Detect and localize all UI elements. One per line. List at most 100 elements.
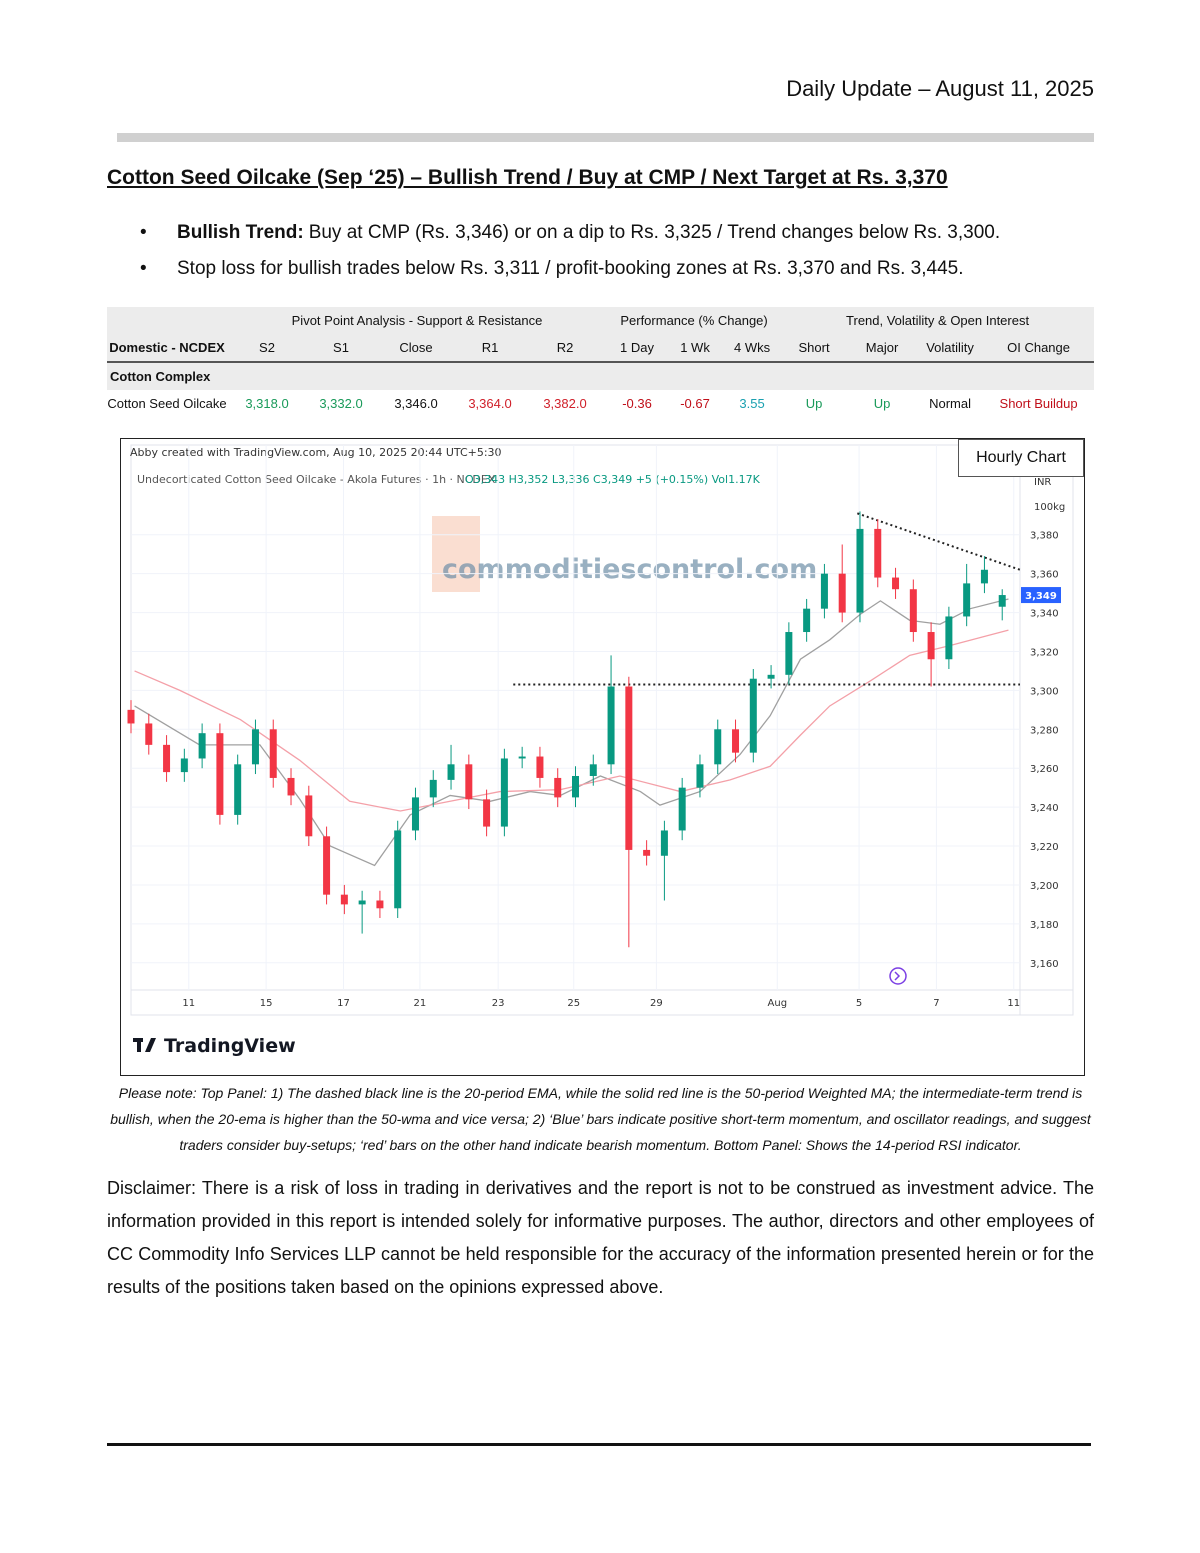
candle-body: [180, 758, 188, 773]
candle-body: [820, 573, 828, 609]
cell: Up: [873, 396, 891, 411]
candle-body: [803, 608, 811, 633]
x-tick-label: 11: [1007, 998, 1020, 1009]
price-chart: Abby created with TradingView.com, Aug 1…: [120, 438, 1085, 1076]
x-tick-label: 29: [650, 998, 663, 1009]
candle-body: [163, 744, 171, 773]
header-row: Domestic - NCDEX S2 S1 Close R1 R2 1 Day 1 Wk 4 …: [107, 334, 1095, 363]
column-header: R2: [523, 334, 608, 363]
cell: -0.36: [622, 396, 652, 411]
candle-body: [838, 573, 846, 613]
y-tick-label: 3,160: [1030, 959, 1059, 970]
candle-body: [305, 795, 313, 837]
cell: 3,332.0: [319, 396, 363, 411]
y-tick-label: 3,300: [1030, 686, 1059, 697]
moving-average: [134, 629, 1009, 812]
bullet-text: Stop loss for bullish trades below Rs. 3…: [177, 258, 964, 279]
cell: Short Buildup: [999, 396, 1078, 411]
candle-body: [607, 686, 615, 765]
column-header: Domestic - NCDEX: [107, 334, 227, 363]
column-header: Volatility: [917, 334, 984, 363]
candle-body: [483, 799, 491, 827]
column-header: Major: [847, 334, 918, 363]
ohlc-legend: O3,343 H3,352 L3,336 C3,349 +5 (+0.15%) …: [465, 473, 761, 486]
pivot-table: Pivot Point Analysis - Support & Resista…: [107, 307, 1095, 417]
candle-body: [980, 569, 988, 584]
candle-body: [500, 758, 508, 827]
cell: Cotton Seed Oilcake: [107, 396, 227, 411]
credit: Abby created with TradingView.com, Aug 1…: [130, 446, 502, 459]
y-tick-label: 3,240: [1030, 803, 1059, 814]
unit: 100kg: [1034, 502, 1065, 513]
y-tick-label: 3,180: [1030, 920, 1059, 931]
candle-body: [643, 849, 651, 856]
disclaimer: Disclaimer: There is a risk of loss in t…: [107, 1178, 1094, 1297]
candle-body: [732, 729, 740, 753]
y-tick-label: 3,340: [1030, 609, 1059, 620]
x-tick-label: 5: [856, 998, 862, 1009]
watermark-logo: [432, 516, 480, 592]
symbol: Undecorticated Cotton Seed Oilcake - Ako…: [137, 473, 496, 486]
footer-rule: [107, 1443, 1091, 1446]
candle-body: [127, 709, 135, 724]
y-tick-label: 3,200: [1030, 881, 1059, 892]
column-header: Short: [781, 334, 848, 363]
y-tick-label: 3,320: [1030, 647, 1059, 658]
currency: INR: [1034, 477, 1051, 488]
candle-body: [251, 729, 259, 765]
candle-body: [447, 764, 455, 780]
y-tick-label: 3,360: [1030, 570, 1059, 581]
header-bar: [117, 133, 1094, 142]
x-tick-label: Aug: [768, 998, 788, 1009]
data-row: Cotton Seed Oilcake 3,318.0 3,332.0 3,346.0…: [107, 390, 1094, 417]
cell: -0.67: [680, 396, 710, 411]
chart-note: Please note: Top Panel: 1) The dashed bl…: [110, 1085, 1091, 1153]
candle-body: [323, 836, 331, 895]
x-tick-label: 25: [567, 998, 580, 1009]
dotted-line: [856, 512, 1021, 571]
bullet-text: Buy at CMP (Rs. 3,346) or on a dip to Rs…: [308, 222, 1001, 243]
candle-body: [767, 674, 775, 679]
candle-body: [518, 756, 526, 759]
cell: 3,364.0: [468, 396, 512, 411]
report-title: Cotton Seed Oilcake (Sep ‘25) – Bullish …: [107, 166, 948, 189]
tradingview-logo: [133, 1038, 156, 1052]
candle-body: [394, 830, 402, 909]
group-header: Performance (% Change): [607, 307, 782, 334]
x-tick-label: 21: [414, 998, 427, 1009]
candle-body: [572, 775, 579, 798]
y-tick-label: 3,280: [1030, 725, 1059, 736]
group-header: Pivot Point Analysis - Support & Resista…: [227, 307, 608, 334]
candle-body: [892, 577, 900, 590]
column-header: 1 Wk: [667, 334, 724, 363]
candle-body: [554, 777, 562, 798]
column-header: Close: [375, 334, 457, 363]
moving-average: [134, 598, 1009, 867]
group-header-row: Pivot Point Analysis - Support & Resista…: [107, 307, 1095, 334]
x-tick-label: 7: [933, 998, 939, 1009]
candle-body: [749, 678, 757, 753]
candle-body: [340, 894, 348, 905]
candle-body: [714, 729, 722, 765]
candle-body: [589, 764, 597, 776]
column-header: R1: [457, 334, 523, 363]
candle-body: [963, 583, 971, 617]
column-header: OI Change: [983, 334, 1095, 363]
section-label: Cotton Complex: [107, 362, 1095, 390]
brand: TradingView: [164, 1035, 296, 1057]
cell: [107, 307, 227, 334]
y-tick-label: 3,260: [1030, 764, 1059, 775]
candle-body: [234, 764, 242, 815]
x-tick-label: 17: [337, 998, 350, 1009]
candle-body: [429, 779, 437, 798]
x-tick-label: 11: [182, 998, 195, 1009]
cell: Normal: [929, 396, 972, 411]
candle-body: [411, 797, 419, 831]
jump-icon: [889, 967, 907, 985]
candle-body: [660, 830, 668, 856]
column-header: S1: [307, 334, 375, 363]
bullet: • Stop loss for bullish trades below Rs. …: [140, 258, 964, 279]
candle-body: [216, 733, 224, 815]
candle-body: [678, 787, 686, 831]
